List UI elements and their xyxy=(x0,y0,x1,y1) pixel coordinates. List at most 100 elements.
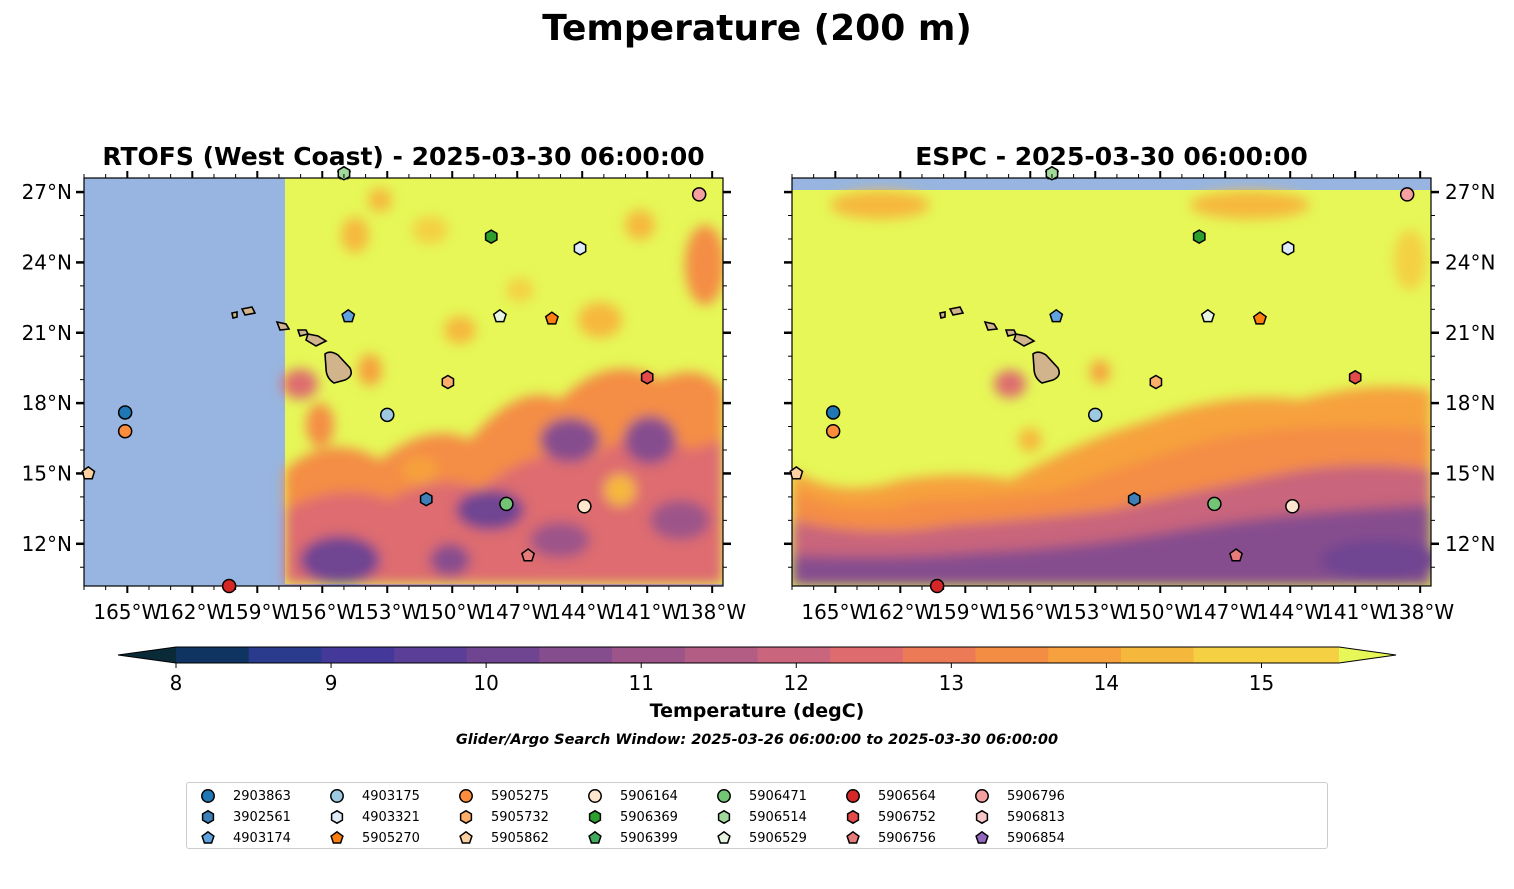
legend-item-5906164: 5906164 xyxy=(586,786,678,806)
legend-marker-5906369 xyxy=(588,809,602,825)
map-figure: 165°W162°W159°W156°W153°W150°W147°W144°W… xyxy=(22,165,1495,695)
float-marker-5906756 xyxy=(1229,548,1244,562)
lat-tick-label: 24°N xyxy=(1445,250,1495,274)
legend-marker-5906164 xyxy=(588,789,602,803)
legend-marker-5906756 xyxy=(846,830,860,844)
float-markers-espc xyxy=(789,165,1415,594)
legend-marker-5906529 xyxy=(717,830,731,844)
colorbar-bin xyxy=(466,647,540,663)
lat-tick-label: 18°N xyxy=(22,391,72,415)
lon-tick-label: 153°W xyxy=(353,600,421,624)
legend-label: 5906369 xyxy=(620,809,678,825)
land-masses-espc xyxy=(939,306,1060,384)
search-window-note: Glider/Argo Search Window: 2025-03-26 06… xyxy=(455,732,1059,748)
lon-tick-label: 147°W xyxy=(1191,600,1259,624)
float-marker-5906796 xyxy=(691,187,707,202)
circle-marker-icon xyxy=(975,789,989,803)
colorbar-tick-label: 9 xyxy=(325,671,338,695)
legend-label: 5906164 xyxy=(620,788,678,804)
hexagon-marker-icon xyxy=(717,809,731,825)
lon-tick-label: 153°W xyxy=(1061,600,1129,624)
colorbar-bin xyxy=(1048,647,1122,663)
legend-label: 5906564 xyxy=(878,788,936,804)
lon-tick-label: 138°W xyxy=(678,600,746,624)
legend-item-5906564: 5906564 xyxy=(844,786,936,806)
float-marker-4903175 xyxy=(380,407,395,423)
float-marker-5906514 xyxy=(337,165,351,181)
legend-marker-5906471 xyxy=(717,789,731,803)
legend-marker-3902561 xyxy=(201,809,215,825)
float-marker-5905732 xyxy=(1149,374,1163,390)
map-panel-espc xyxy=(789,165,1432,594)
legend-marker-4903321 xyxy=(330,809,344,825)
circle-marker-icon xyxy=(588,789,602,803)
colorbar-tick-label: 8 xyxy=(170,671,183,695)
figure-title: Temperature (200 m) xyxy=(542,8,972,49)
legend-label: 4903174 xyxy=(233,830,291,846)
float-marker-5906752 xyxy=(640,369,654,385)
legend-marker-5905862 xyxy=(459,830,473,844)
colorbar-extend-high xyxy=(1339,647,1396,663)
legend-marker-5906514 xyxy=(717,809,731,825)
hexagon-marker-icon xyxy=(459,809,473,825)
legend-marker-4903175 xyxy=(330,789,344,803)
legend-marker-5905270 xyxy=(330,830,344,844)
colorbar-tick-label: 11 xyxy=(628,671,653,695)
float-marker-4903174 xyxy=(341,308,356,323)
legend-label: 5906854 xyxy=(1007,830,1065,846)
hexagon-marker-icon xyxy=(201,809,215,825)
colorbar-bin xyxy=(612,647,686,663)
float-legend: 2903863 3902561 4903174 4903175 4903321 59052… xyxy=(186,782,1328,849)
legend-item-5906399: 5906399 xyxy=(586,828,678,848)
float-marker-5905732 xyxy=(441,374,455,390)
colorbar-label: Temperature (degC) xyxy=(649,700,865,722)
hexagon-marker-icon xyxy=(588,809,602,825)
legend-item-5905270: 5905270 xyxy=(328,828,420,848)
float-marker-3902561 xyxy=(1127,491,1141,507)
circle-marker-icon xyxy=(330,789,344,803)
lon-tick-label: 141°W xyxy=(613,600,681,624)
float-marker-5906471 xyxy=(1207,496,1222,512)
colorbar-tick-label: 10 xyxy=(473,671,498,695)
legend-label: 5906752 xyxy=(878,809,936,825)
legend-label: 2903863 xyxy=(233,788,291,804)
colorbar-bin xyxy=(248,647,322,663)
colorbar-bin xyxy=(902,647,977,663)
pentagon-marker-icon xyxy=(846,830,860,844)
float-marker-5905270 xyxy=(544,311,559,325)
float-marker-5906529 xyxy=(1200,308,1215,323)
lon-tick-label: 147°W xyxy=(483,600,551,624)
float-marker-5905270 xyxy=(1252,311,1267,325)
legend-marker-5905732 xyxy=(459,809,473,825)
hexagon-marker-icon xyxy=(330,809,344,825)
float-marker-3902561 xyxy=(419,491,433,507)
hexagon-marker-icon xyxy=(846,809,860,825)
colorbar-bin xyxy=(684,647,758,663)
lon-tick-label: 150°W xyxy=(418,600,486,624)
float-marker-5906471 xyxy=(499,496,514,512)
legend-item-5905275: 5905275 xyxy=(457,786,549,806)
lat-tick-label: 27°N xyxy=(1445,180,1495,204)
lon-tick-label: 159°W xyxy=(931,600,999,624)
float-marker-5906752 xyxy=(1348,369,1362,385)
axis-ticks: 165°W162°W159°W156°W153°W150°W147°W144°W… xyxy=(22,171,1495,624)
colorbar-bin xyxy=(975,647,1049,663)
legend-label: 4903175 xyxy=(362,788,420,804)
colorbar-tick-label: 13 xyxy=(939,671,964,695)
legend-item-5906514: 5906514 xyxy=(715,807,807,827)
legend-marker-2903863 xyxy=(201,789,215,803)
lat-tick-label: 18°N xyxy=(1445,391,1495,415)
float-marker-4903321 xyxy=(573,240,587,256)
lon-tick-label: 162°W xyxy=(866,600,934,624)
colorbar: 8 9 10 11 12 13 14 15 xyxy=(117,646,1397,695)
float-marker-5906369 xyxy=(484,229,498,244)
float-marker-5905275 xyxy=(825,423,841,439)
lat-tick-label: 15°N xyxy=(1445,461,1495,485)
colorbar-extend-low xyxy=(118,647,176,663)
float-marker-4903174 xyxy=(1049,308,1064,323)
lon-tick-label: 156°W xyxy=(996,600,1064,624)
legend-marker-4903174 xyxy=(201,830,215,844)
lon-tick-label: 144°W xyxy=(1256,600,1324,624)
pentagon-marker-icon xyxy=(330,830,344,844)
legend-item-5906813: 5906813 xyxy=(973,807,1065,827)
